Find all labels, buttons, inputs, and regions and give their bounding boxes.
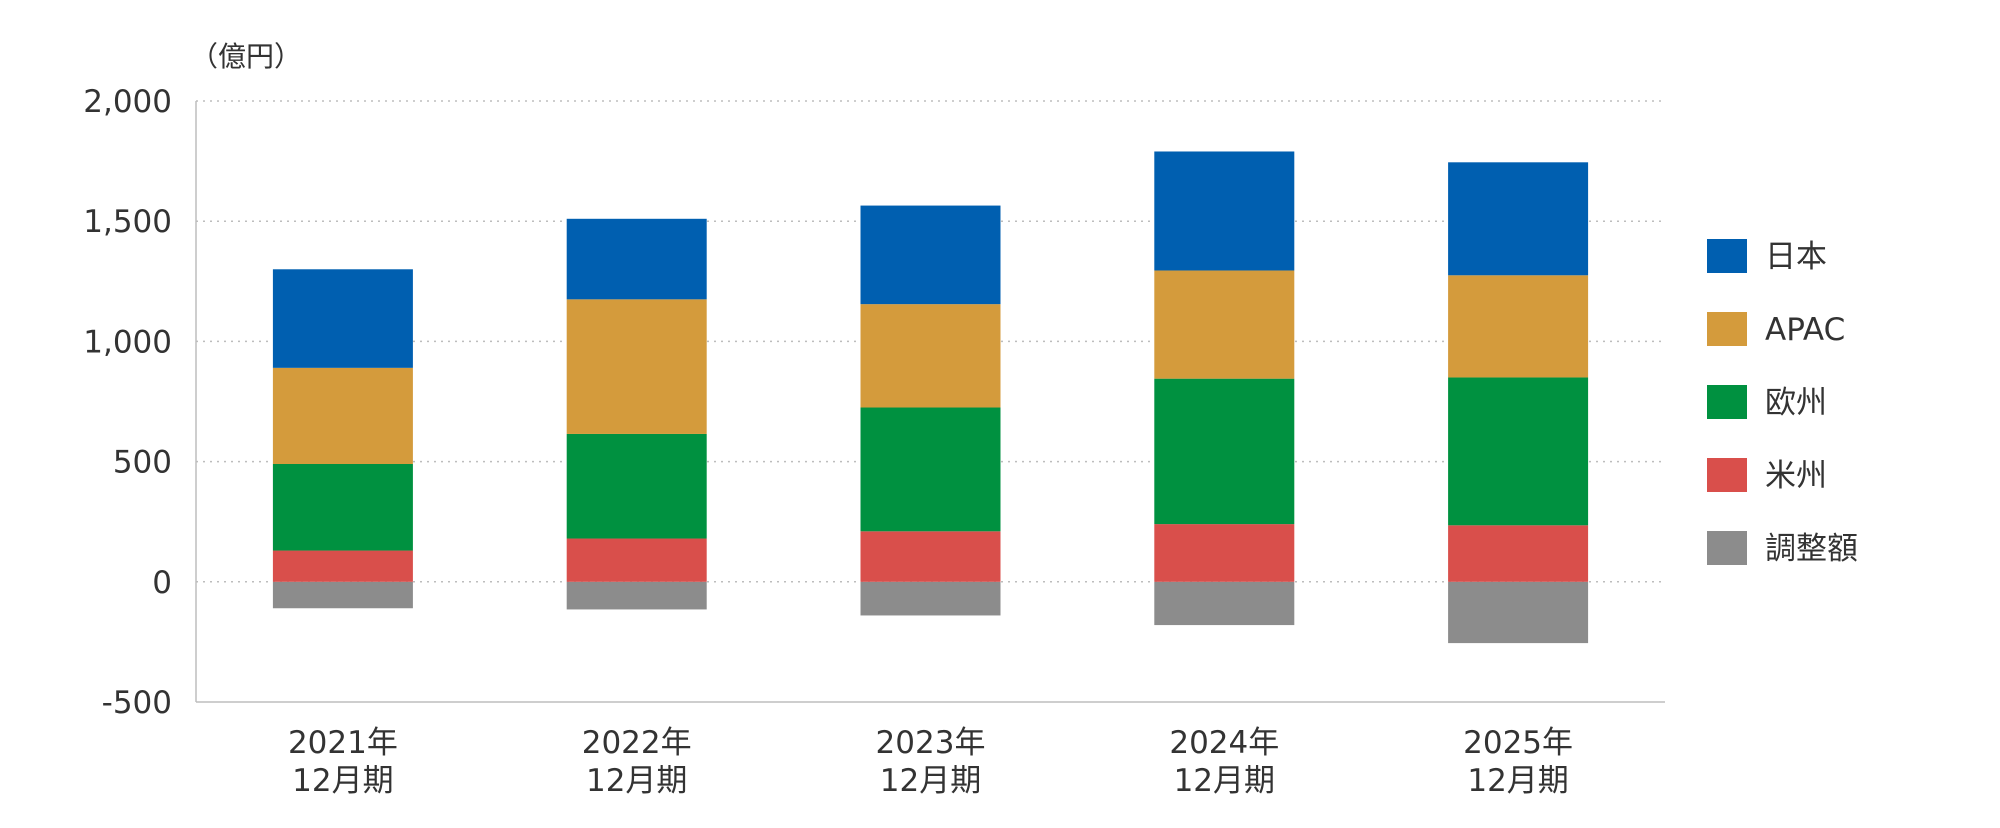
legend-label: 日本 — [1765, 239, 1827, 275]
bar-segment-欧州 — [1154, 378, 1295, 525]
bar-segment-米州 — [1154, 524, 1295, 582]
bar-segment-APAC — [272, 367, 413, 465]
y-axis-ticks: 2,000 1,500 1,000 500 0 -500 — [83, 84, 172, 721]
bar-segment-米州 — [566, 538, 707, 582]
bar-segment-欧州 — [1448, 377, 1589, 526]
x-category-label: 2023年 12月期 — [876, 725, 986, 799]
x-category-label: 2021年 12月期 — [288, 725, 398, 799]
bar-segment-日本 — [1154, 151, 1295, 271]
legend-swatch — [1707, 239, 1747, 273]
legend-label: APAC — [1765, 312, 1845, 348]
bar-segment-日本 — [272, 269, 413, 368]
y-tick-label: 500 — [113, 445, 172, 481]
y-tick-label: 1,000 — [83, 324, 172, 360]
bar-segment-APAC — [1154, 270, 1295, 379]
legend-label: 米州 — [1765, 458, 1827, 494]
bar-segment-APAC — [1448, 275, 1589, 378]
x-category-label: 2022年 12月期 — [582, 725, 692, 799]
y-tick-label: 1,500 — [83, 204, 172, 240]
bar-segment-欧州 — [860, 407, 1001, 532]
legend-swatch — [1707, 385, 1747, 419]
bar-segment-調整額 — [272, 581, 413, 609]
bar-segment-日本 — [566, 218, 707, 300]
legend-label: 調整額 — [1765, 531, 1858, 567]
bar-segment-日本 — [860, 205, 1001, 305]
bars — [272, 151, 1589, 644]
bar-segment-調整額 — [1448, 581, 1589, 644]
bar-segment-米州 — [1448, 525, 1589, 582]
axes — [195, 101, 1665, 703]
bar-segment-欧州 — [566, 433, 707, 539]
legend-swatch — [1707, 312, 1747, 346]
legend-swatch — [1707, 458, 1747, 492]
x-category-label: 2024年 12月期 — [1169, 725, 1279, 799]
legend-label: 欧州 — [1765, 385, 1827, 421]
legend-swatch — [1707, 531, 1747, 565]
bar-segment-APAC — [860, 304, 1001, 408]
bar-segment-APAC — [566, 299, 707, 434]
y-tick-label: 0 — [152, 565, 172, 601]
x-category-label: 2025年 12月期 — [1463, 725, 1573, 799]
bar-segment-米州 — [272, 550, 413, 582]
y-tick-label: 2,000 — [83, 84, 172, 120]
bar-segment-欧州 — [272, 464, 413, 551]
bar-segment-調整額 — [860, 581, 1001, 616]
x-axis-categories: 2021年 12月期 2022年 12月期 2023年 12月期 2024年 12月期 2025… — [288, 725, 1573, 799]
bar-segment-調整額 — [566, 581, 707, 610]
bar-segment-米州 — [860, 531, 1001, 582]
bar-segment-調整額 — [1154, 581, 1295, 626]
y-tick-label: -500 — [102, 685, 172, 721]
bar-segment-日本 — [1448, 162, 1589, 276]
unit-label: （億円） — [190, 40, 302, 73]
